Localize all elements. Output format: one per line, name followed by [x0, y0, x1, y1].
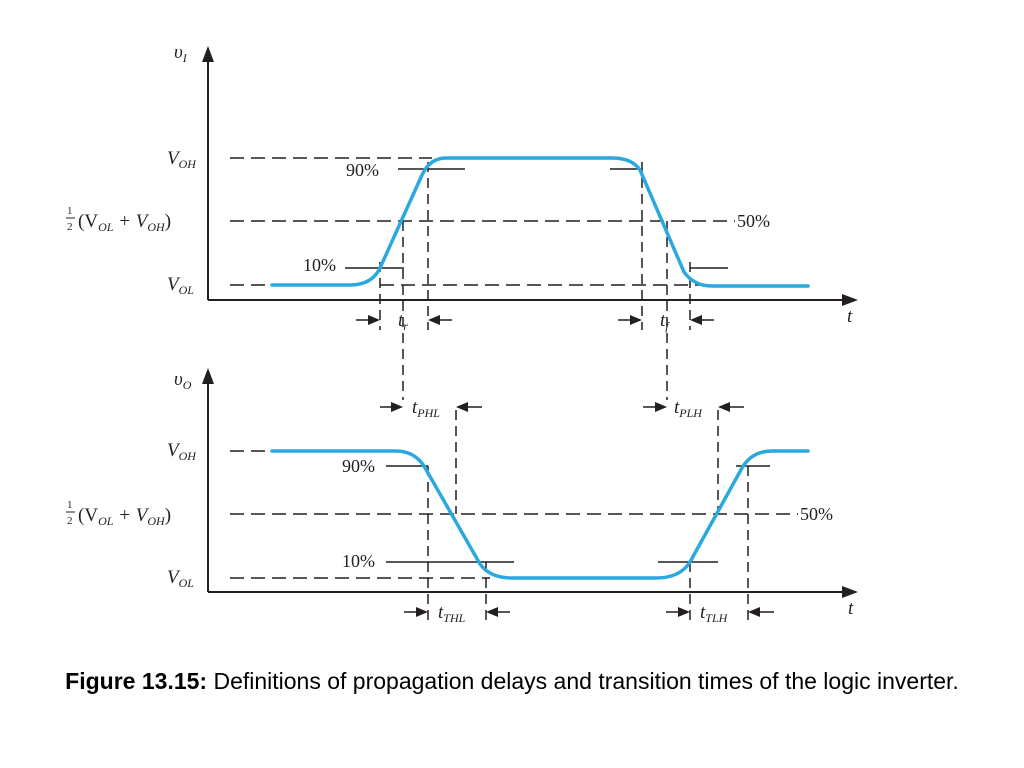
tf-arrow-left-head — [630, 315, 642, 325]
output-voh-label: VOH — [167, 440, 197, 463]
svg-text:1: 1 — [67, 499, 73, 511]
tr-arrow-left-head — [368, 315, 380, 325]
output-graph: υO VOH 1 2 (VOL + VOH) VOL 90% 50% 10% t… — [66, 368, 858, 625]
output-10-label: 10% — [342, 551, 375, 571]
svg-text:1: 1 — [67, 205, 73, 217]
ttlh-arrow-right-head — [748, 607, 760, 617]
tthl-arrow-left-head — [416, 607, 428, 617]
timing-diagram: υI VOH 1 2 (VOL + VOH) VOL 90% 50% 10% t… — [66, 42, 858, 625]
caption-text: Definitions of propagation delays and tr… — [207, 668, 959, 694]
input-vol-label: VOL — [167, 274, 194, 297]
tphl-arrow-right-head — [456, 402, 468, 412]
tf-arrow-right-head — [690, 315, 702, 325]
svg-text:(VOL + VOH): (VOL + VOH) — [78, 211, 171, 234]
tplh-label: tPLH — [674, 397, 703, 420]
input-axis-label: υI — [174, 42, 188, 65]
tr-label: tr — [398, 310, 408, 333]
output-90-label: 90% — [342, 456, 375, 476]
output-waveform — [270, 449, 810, 580]
input-10-label: 10% — [303, 255, 336, 275]
input-voh-label: VOH — [167, 148, 197, 171]
output-axis-label: υO — [174, 369, 192, 392]
input-x-arrowhead — [842, 294, 858, 306]
input-50-label: 50% — [737, 211, 770, 231]
tphl-arrow-left-head — [391, 402, 403, 412]
tthl-label: tTHL — [438, 602, 466, 625]
tf-label: tf — [660, 310, 670, 333]
input-y-arrowhead — [202, 46, 214, 62]
svg-text:2: 2 — [67, 515, 73, 527]
output-vol-label: VOL — [167, 567, 194, 590]
output-x-arrowhead — [842, 586, 858, 598]
input-time-label: t — [847, 306, 853, 327]
output-time-label: t — [848, 598, 854, 619]
output-y-arrowhead — [202, 368, 214, 384]
input-90-label: 90% — [346, 160, 379, 180]
caption-label: Figure 13.15: — [65, 668, 208, 694]
input-graph: υI VOH 1 2 (VOL + VOH) VOL 90% 50% 10% t… — [66, 42, 858, 400]
svg-text:2: 2 — [67, 221, 73, 233]
tplh-arrow-left-head — [655, 402, 667, 412]
ttlh-arrow-left-head — [678, 607, 690, 617]
tthl-arrow-right-head — [486, 607, 498, 617]
figure-caption: Figure 13.15: Definitions of propagation… — [40, 664, 984, 698]
svg-text:(VOL + VOH): (VOL + VOH) — [78, 505, 171, 528]
input-mid-label: 1 2 (VOL + VOH) — [66, 205, 171, 234]
tplh-arrow-right-head — [718, 402, 730, 412]
tr-arrow-right-head — [428, 315, 440, 325]
input-waveform — [270, 156, 810, 288]
tphl-label: tPHL — [412, 397, 440, 420]
output-mid-label: 1 2 (VOL + VOH) — [66, 499, 171, 528]
output-50-label: 50% — [800, 504, 833, 524]
ttlh-label: tTLH — [700, 602, 729, 625]
